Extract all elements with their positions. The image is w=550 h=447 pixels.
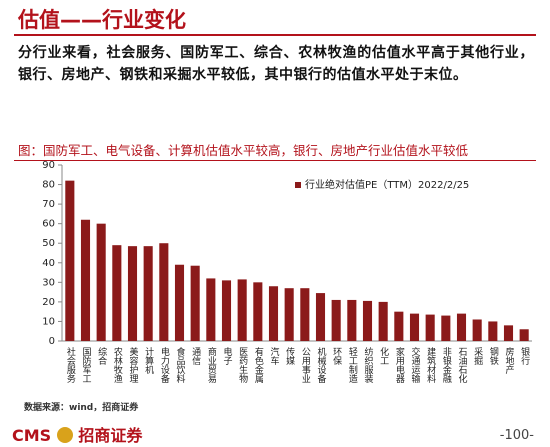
x-tick-label: 美容护理: [128, 346, 139, 383]
bar: [284, 288, 294, 341]
bar: [378, 301, 388, 341]
x-tick-label: 通信: [190, 347, 201, 366]
x-tick-label: 化工: [378, 346, 389, 365]
y-tick-label: 30: [42, 277, 55, 288]
x-tick-label: 公用事业: [300, 347, 311, 383]
x-tick-label: 银行: [519, 346, 530, 366]
y-tick-label: 90: [42, 160, 55, 171]
x-tick-label: 有色金属: [253, 346, 264, 384]
bar: [237, 279, 247, 341]
bar: [362, 300, 373, 341]
x-tick-label: 社会服务: [65, 346, 76, 384]
bar: [456, 313, 467, 341]
logo-mark: CMS: [12, 426, 52, 445]
bar: [112, 245, 122, 341]
x-tick-label: 农林牧渔: [112, 346, 123, 383]
figure-caption: 图：国防军工、电气设备、计算机估值水平较高，银行、房地产行业估值水平较低: [18, 143, 469, 158]
bar: [394, 311, 404, 341]
y-tick-label: 10: [42, 316, 55, 327]
caption-rule: [14, 160, 536, 161]
bar: [472, 319, 482, 341]
bar: [425, 314, 435, 341]
y-tick-label: 80: [42, 180, 55, 191]
x-tick-label: 轻工制造: [347, 346, 358, 384]
x-tick-label: 机械设备: [316, 346, 327, 383]
y-tick-label: 40: [42, 258, 55, 269]
bar: [347, 299, 357, 341]
x-tick-label: 石油石化: [457, 347, 468, 384]
x-tick-label: 计算机: [143, 346, 154, 375]
bar: [300, 288, 310, 341]
x-tick-label: 采掘: [472, 347, 483, 366]
bar: [96, 223, 106, 341]
x-tick-label: 交通运输: [410, 346, 421, 384]
x-tick-label: 商业贸易: [206, 346, 217, 384]
x-tick-label: 非银金融: [441, 346, 452, 384]
bar: [488, 321, 498, 341]
x-tick-label: 传媒: [284, 346, 295, 366]
bar: [315, 293, 326, 341]
x-tick-label: 国防军工: [81, 347, 92, 383]
bar: [159, 243, 169, 341]
bar: [174, 264, 185, 341]
x-tick-label: 医药生物: [237, 347, 248, 384]
x-tick-label: 钢铁: [488, 346, 499, 366]
y-tick-label: 60: [42, 219, 55, 230]
y-tick-label: 70: [42, 199, 55, 210]
bar: [268, 286, 279, 341]
x-tick-label: 家用电器: [394, 346, 405, 383]
bar: [519, 329, 529, 341]
x-tick-label: 环保: [331, 347, 342, 366]
x-tick-label: 电力设备: [159, 346, 170, 383]
bar: [190, 265, 200, 341]
bar: [127, 246, 138, 341]
bar: [80, 219, 91, 341]
x-tick-label: 汽车: [269, 346, 280, 366]
bar: [221, 280, 232, 341]
bar: [441, 315, 451, 341]
logo: CMS 招商证券: [12, 422, 142, 446]
source-note: 数据来源：wind，招商证券: [24, 403, 139, 413]
title-rule: [14, 34, 536, 36]
logo-icon: [56, 427, 73, 443]
legend-swatch: [295, 182, 301, 188]
y-tick-label: 20: [42, 297, 55, 308]
bar: [253, 282, 263, 341]
intro-text: 分行业来看，社会服务、国防军工、综合、农林牧渔的估值水平高于其他行业，银行、房地…: [18, 45, 534, 83]
page-number: -100-: [499, 428, 534, 443]
x-tick-label: 纺织服装: [363, 346, 374, 384]
logo-name: 招商证券: [78, 426, 143, 445]
x-tick-label: 食品饮料: [175, 346, 186, 384]
y-tick-label: 50: [42, 238, 55, 249]
bar: [206, 278, 216, 341]
bar: [409, 313, 420, 341]
slide-title: 估值——行业变化: [18, 8, 186, 32]
bar: [143, 246, 153, 341]
x-tick-label: 建筑材料: [425, 346, 436, 384]
bar: [331, 299, 341, 341]
y-tick-label: 0: [49, 336, 55, 347]
x-tick-label: 电子: [222, 346, 233, 365]
legend-label: 行业绝对估值PE（TTM）2022/2/25: [305, 178, 469, 191]
x-tick-label: 房地产: [504, 346, 515, 375]
bar: [65, 180, 75, 341]
bar: [503, 325, 514, 341]
x-tick-label: 综合: [96, 346, 107, 366]
